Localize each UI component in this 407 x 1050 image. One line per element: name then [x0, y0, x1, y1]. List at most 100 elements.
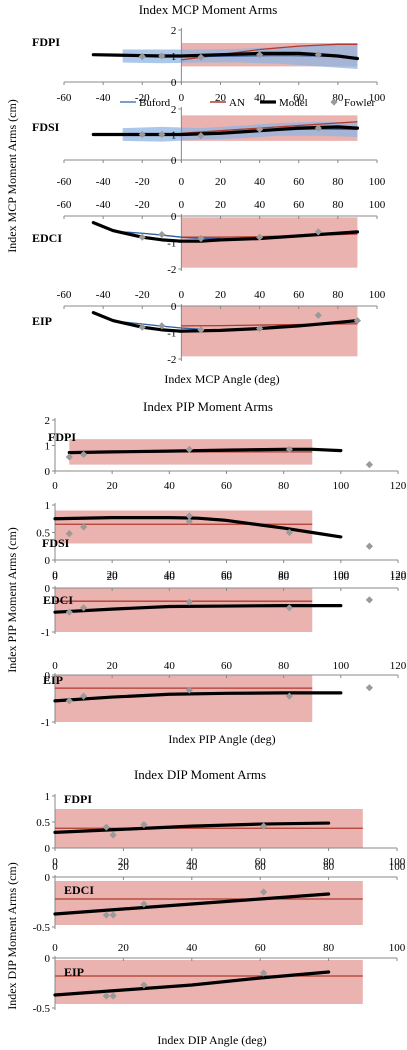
fowler-point — [138, 130, 146, 139]
x-tick-label: 0 — [52, 480, 58, 492]
legend-swatch — [330, 98, 338, 106]
fowler-point — [285, 528, 293, 537]
y-tick-label: 0 — [45, 670, 51, 682]
mcp-title: Index MCP Moment Arms — [139, 2, 278, 17]
x-tick-label: 0 — [52, 861, 58, 873]
fowler-point — [197, 234, 205, 243]
x-tick-label: 0 — [179, 176, 185, 188]
pip-title: Index PIP Moment Arms — [143, 399, 273, 414]
model-line — [67, 447, 343, 455]
x-tick-label: 100 — [389, 861, 406, 873]
fowler-point — [140, 900, 148, 908]
an-band — [181, 217, 358, 268]
x-tick-label: 0 — [179, 289, 185, 301]
y-tick-label: 0.5 — [36, 528, 50, 540]
panel-mcp-edci: -2 -1 0 -60 -40 -20 0 20 40 60 80 100 EDCI — [32, 199, 386, 276]
fowler-point — [185, 686, 193, 694]
fowler-point — [79, 604, 88, 612]
x-tick-label: 80 — [278, 571, 290, 583]
legend: Buford AN Model Fowler — [120, 97, 376, 109]
y-tick-label: 0 — [171, 77, 177, 89]
legend-item-buford: Buford — [120, 97, 171, 109]
fowler-point — [109, 911, 117, 919]
y-tick-label: 1 — [45, 500, 51, 512]
fowler-point — [109, 831, 117, 839]
x-tick-label: 60 — [255, 942, 267, 954]
x-tick-label: 40 — [186, 861, 198, 873]
fowler-point — [365, 596, 374, 604]
fowler-point — [285, 692, 293, 700]
pip-xlabel: Index PIP Angle (deg) — [168, 732, 275, 746]
fowler-point — [138, 52, 146, 61]
fowler-point — [197, 326, 205, 334]
panel-label: FDPI — [64, 792, 92, 806]
x-tick-label: 0 — [179, 92, 185, 104]
x-tick-label: 120 — [390, 480, 407, 492]
x-tick-label: 0 — [52, 856, 58, 868]
panel-label: EDCI — [32, 231, 62, 245]
x-tick-label: 80 — [278, 480, 290, 492]
y-tick-label: 2 — [45, 415, 51, 427]
x-tick-label: 80 — [332, 199, 344, 211]
panel-label: FDPI — [32, 35, 60, 49]
x-tick-label: 40 — [254, 289, 266, 301]
x-tick-label: 0 — [52, 571, 58, 583]
panel-dip-fdpi: 0 0.5 1 0 20 40 60 80 100 FDPI — [36, 791, 406, 868]
panel-pip-edci: -1 00 20 40 60 80 100 120 EDCI — [41, 571, 407, 639]
y-tick-label: -1 — [41, 627, 50, 639]
fowler-point — [102, 911, 110, 919]
x-tick-label: 60 — [221, 660, 233, 672]
x-tick-label: -20 — [135, 92, 150, 104]
fowler-point — [140, 981, 148, 989]
panel-label: FDSI — [32, 120, 60, 134]
y-tick-label: 0 — [171, 211, 177, 223]
x-tick-label: 20 — [107, 660, 119, 672]
x-tick-label: 80 — [332, 176, 344, 188]
y-tick-label: 1 — [45, 791, 51, 803]
x-tick-label: 60 — [221, 569, 233, 581]
legend-label: Model — [279, 97, 308, 109]
x-tick-label: 20 — [215, 289, 227, 301]
x-tick-label: -60 — [57, 199, 72, 211]
x-tick-label: 40 — [164, 571, 176, 583]
y-tick-label: 0 — [45, 843, 51, 855]
fowler-point — [65, 608, 73, 616]
model-line — [91, 51, 360, 61]
x-tick-label: 0 — [52, 942, 58, 954]
x-tick-label: 20 — [118, 856, 130, 868]
y-tick-label: 2 — [171, 25, 177, 37]
x-tick-label: 60 — [293, 199, 305, 211]
fowler-point — [158, 322, 166, 330]
fowler-point — [185, 512, 193, 520]
fowler-point — [185, 598, 193, 606]
panel-label: EIP — [32, 314, 52, 328]
fowler-point — [353, 316, 362, 325]
model-line — [53, 892, 331, 916]
fowler-point — [256, 324, 264, 333]
x-tick-label: 100 — [369, 176, 386, 188]
fowler-point — [140, 821, 148, 829]
fowler-point — [185, 445, 193, 453]
fowler-point — [197, 53, 205, 61]
panel-label: EIP — [64, 965, 84, 979]
x-tick-label: 20 — [107, 569, 119, 581]
x-tick-label: 60 — [293, 289, 305, 301]
x-tick-label: 80 — [323, 942, 335, 954]
x-tick-label: 20 — [107, 480, 119, 492]
fowler-point — [314, 311, 322, 319]
y-tick-label: 2 — [171, 104, 177, 116]
fowler-point — [79, 523, 88, 531]
model-line — [53, 691, 343, 703]
y-tick-label: -1 — [41, 717, 50, 729]
x-tick-label: 100 — [389, 856, 406, 868]
x-tick-label: -40 — [96, 289, 111, 301]
fowler-point — [285, 445, 293, 453]
panel-dip-edci: -0.5 00 20 40 60 80 100 EDCI — [33, 861, 406, 934]
x-tick-label: 40 — [186, 856, 198, 868]
legend-item-an: AN — [210, 97, 245, 109]
mcp-ylabel: Index MCP Moment Arms (cm) — [5, 99, 19, 253]
y-tick-label: -0.5 — [33, 1003, 51, 1015]
x-tick-label: 100 — [333, 660, 350, 672]
